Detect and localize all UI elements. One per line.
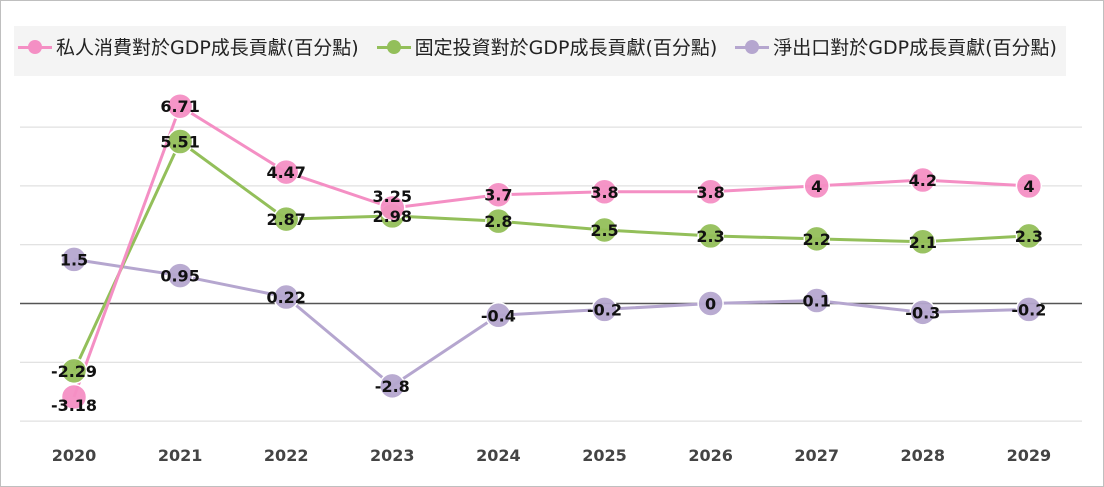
- legend-background: [14, 26, 1066, 76]
- data-label-net-exports-2026: 0: [705, 295, 716, 314]
- series-line-fixed-investment: [72, 140, 1029, 372]
- legend-label-private-consumption: 私人消費對於GDP成長貢獻(百分點): [56, 37, 359, 59]
- x-tick-label-2023: 2023: [370, 446, 415, 465]
- data-label-private-consumption-2023: 3.25: [373, 187, 412, 206]
- point-fixed-investment-2026: [697, 222, 724, 250]
- point-private-consumption-2024: [485, 181, 512, 208]
- x-tick-label-2020: 2020: [52, 446, 97, 465]
- point-private-consumption-2023: [379, 194, 406, 222]
- x-tick-label-2021: 2021: [158, 446, 203, 465]
- point-net-exports-2021: [166, 262, 194, 289]
- data-label-net-exports-2028: -0.3: [905, 303, 940, 322]
- point-net-exports-2025: [591, 296, 618, 323]
- legend-swatch-net-exports: [735, 39, 770, 54]
- data-label-fixed-investment-2024: 2.8: [484, 212, 512, 231]
- legend-item-private-consumption: 私人消費對於GDP成長貢獻(百分點): [18, 33, 359, 60]
- data-label-net-exports-2022: 0.22: [266, 288, 305, 307]
- data-label-net-exports-2023: -2.8: [375, 377, 410, 396]
- data-label-net-exports-2025: -0.2: [587, 300, 622, 319]
- x-tick-label-2024: 2024: [476, 446, 521, 465]
- data-label-net-exports-2021: 0.95: [160, 267, 199, 286]
- point-net-exports-2022: [272, 283, 300, 311]
- data-label-private-consumption-2028: 4.2: [909, 171, 937, 190]
- data-label-private-consumption-2024: 3.7: [484, 186, 512, 205]
- data-label-private-consumption-2029: 4: [1023, 177, 1034, 196]
- point-fixed-investment-2021: [166, 128, 194, 155]
- point-net-exports-2028: [909, 299, 937, 326]
- legend-swatch-fixed-investment: [376, 39, 411, 54]
- data-label-fixed-investment-2023: 2.98: [373, 207, 412, 226]
- point-private-consumption-2025: [591, 178, 618, 206]
- x-tick-label-2029: 2029: [1007, 446, 1052, 465]
- data-label-private-consumption-2027: 4: [811, 177, 822, 196]
- data-label-fixed-investment-2025: 2.5: [590, 221, 618, 240]
- legend-swatch-private-consumption: [18, 39, 52, 54]
- series-line-private-consumption: [72, 104, 1029, 398]
- point-fixed-investment-2025: [591, 216, 618, 244]
- data-label-net-exports-2029: -0.2: [1011, 300, 1046, 319]
- data-label-net-exports-2020: 1.5: [60, 250, 88, 269]
- point-fixed-investment-2027: [803, 225, 830, 253]
- point-net-exports-2020: [60, 246, 88, 273]
- data-label-private-consumption-2022: 4.47: [266, 163, 305, 182]
- point-private-consumption-2028: [909, 166, 937, 194]
- data-label-fixed-investment-2026: 2.3: [696, 227, 724, 246]
- data-label-fixed-investment-2027: 2.2: [803, 230, 831, 249]
- point-net-exports-2029: [1015, 296, 1043, 323]
- point-private-consumption-2026: [697, 178, 724, 206]
- legend: 私人消費對於GDP成長貢獻(百分點) 固定投資對於GDP成長貢獻(百分點) 淨出…: [18, 33, 1075, 60]
- data-label-private-consumption-2025: 3.8: [590, 183, 618, 202]
- legend-item-fixed-investment: 固定投資對於GDP成長貢獻(百分點): [376, 33, 718, 60]
- point-fixed-investment-2020: [60, 357, 88, 385]
- point-net-exports-2027: [803, 287, 830, 314]
- point-private-consumption-2022: [272, 158, 300, 186]
- data-label-fixed-investment-2028: 2.1: [909, 233, 937, 252]
- point-fixed-investment-2022: [272, 205, 300, 233]
- data-label-net-exports-2024: -0.4: [481, 306, 516, 325]
- x-tick-label-2027: 2027: [794, 446, 839, 465]
- x-tick-label-2028: 2028: [901, 446, 946, 465]
- point-private-consumption-2029: [1015, 172, 1043, 200]
- data-label-fixed-investment-2022: 2.87: [266, 210, 305, 229]
- legend-item-net-exports: 淨出口對於GDP成長貢獻(百分點): [735, 33, 1057, 60]
- legend-label-fixed-investment: 固定投資對於GDP成長貢獻(百分點): [414, 37, 718, 59]
- point-fixed-investment-2024: [485, 207, 512, 235]
- x-tick-label-2025: 2025: [582, 446, 627, 465]
- data-label-private-consumption-2020: -3.18: [51, 396, 97, 415]
- data-label-private-consumption-2021: 6.71: [160, 97, 199, 116]
- point-fixed-investment-2029: [1015, 222, 1043, 250]
- point-private-consumption-2021: [166, 92, 194, 120]
- data-label-net-exports-2027: 0.1: [803, 292, 831, 311]
- point-net-exports-2024: [485, 302, 512, 329]
- point-private-consumption-2027: [803, 172, 830, 200]
- point-net-exports-2026: [697, 290, 724, 317]
- data-label-fixed-investment-2020: -2.29: [51, 362, 97, 381]
- point-net-exports-2023: [379, 372, 406, 400]
- data-label-fixed-investment-2029: 2.3: [1015, 227, 1043, 246]
- point-fixed-investment-2028: [909, 228, 937, 256]
- x-tick-label-2022: 2022: [264, 446, 309, 465]
- series-line-net-exports: [73, 257, 1029, 388]
- data-label-fixed-investment-2021: 5.51: [160, 133, 199, 152]
- legend-label-net-exports: 淨出口對於GDP成長貢獻(百分點): [773, 37, 1057, 59]
- data-label-private-consumption-2026: 3.8: [696, 183, 724, 202]
- x-tick-label-2026: 2026: [688, 446, 733, 465]
- point-private-consumption-2020: [60, 383, 88, 411]
